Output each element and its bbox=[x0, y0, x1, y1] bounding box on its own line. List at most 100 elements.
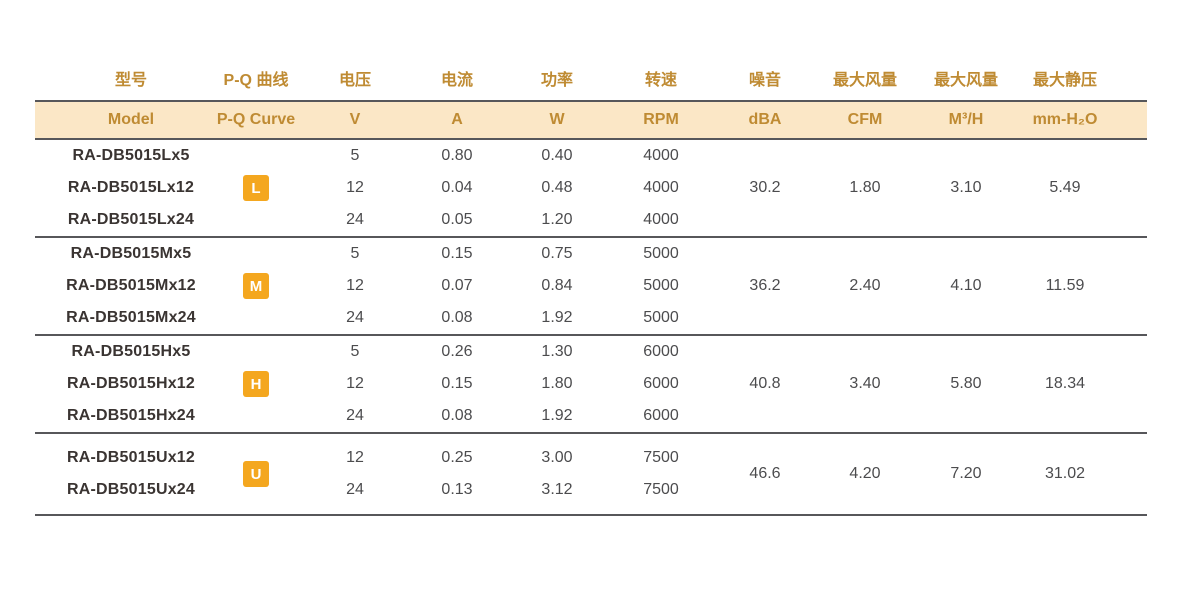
cell-current: 0.08 bbox=[441, 407, 473, 424]
cell-current: 0.15 bbox=[441, 375, 473, 392]
cell-noise-dba: 40.8 bbox=[749, 375, 781, 392]
cell-rpm: 4000 bbox=[643, 211, 679, 228]
model-name: RA-DB5015Lx24 bbox=[67, 211, 195, 228]
model-name: RA-DB5015Hx12 bbox=[67, 375, 195, 392]
pq-curve-badge: H bbox=[243, 371, 269, 397]
cell-current: 0.15 bbox=[441, 245, 473, 262]
cell-rpm: 6000 bbox=[643, 375, 679, 392]
cell-current: 0.07 bbox=[441, 277, 473, 294]
cell-rpm: 7500 bbox=[643, 449, 679, 466]
cell-power: 1.30 bbox=[541, 343, 573, 360]
cell-max-static-pressure: 18.34 bbox=[1044, 375, 1086, 392]
model-name: RA-DB5015Lx12 bbox=[67, 179, 195, 196]
cell-voltage: 12 bbox=[346, 375, 364, 392]
header-row-cn: 型号 P-Q 曲线 电压 电流 功率 转速 噪音 最大风量 最大风量 最大静压 bbox=[35, 56, 1147, 100]
model-name: RA-DB5015Mx24 bbox=[66, 309, 196, 326]
cell-noise-dba: 36.2 bbox=[749, 277, 781, 294]
model-group-U: RA-DB5015Ux12 12 0.25 3.00 7500 RA-DB501… bbox=[35, 434, 1147, 516]
cell-current: 0.25 bbox=[441, 449, 473, 466]
cell-current: 0.80 bbox=[441, 147, 473, 164]
header-model: Model bbox=[107, 111, 155, 128]
model-name: RA-DB5015Lx5 bbox=[72, 147, 190, 164]
cell-max-airflow-cfm: 4.20 bbox=[849, 465, 881, 482]
cell-power: 1.80 bbox=[541, 375, 573, 392]
cell-max-airflow-m3h: 4.10 bbox=[950, 277, 982, 294]
header-pq-curve-cn: P-Q 曲线 bbox=[223, 72, 289, 89]
cell-power: 0.84 bbox=[541, 277, 573, 294]
cell-rpm: 7500 bbox=[643, 481, 679, 498]
model-name: RA-DB5015Mx12 bbox=[66, 277, 196, 294]
model-name: RA-DB5015Ux12 bbox=[67, 449, 195, 466]
header-airflow-m3h-unit: M³/H bbox=[948, 111, 984, 128]
cell-power: 3.00 bbox=[541, 449, 573, 466]
cell-max-airflow-cfm: 2.40 bbox=[849, 277, 881, 294]
cell-power: 1.92 bbox=[541, 309, 573, 326]
header-speed-cn: 转速 bbox=[644, 72, 677, 89]
cell-power: 1.20 bbox=[541, 211, 573, 228]
header-model-cn: 型号 bbox=[114, 72, 147, 89]
header-noise-cn: 噪音 bbox=[748, 72, 781, 89]
fan-spec-table: 型号 P-Q 曲线 电压 电流 功率 转速 噪音 最大风量 最大风量 最大静压 … bbox=[35, 56, 1147, 516]
cell-voltage: 12 bbox=[346, 179, 364, 196]
cell-power: 0.75 bbox=[541, 245, 573, 262]
header-static-pressure-unit: mm-H₂O bbox=[1032, 111, 1098, 128]
pq-curve-badge: U bbox=[243, 461, 269, 487]
model-name: RA-DB5015Hx5 bbox=[71, 343, 191, 360]
model-name: RA-DB5015Ux24 bbox=[67, 481, 195, 498]
model-group-M: RA-DB5015Mx5 5 0.15 0.75 5000 RA-DB5015M… bbox=[35, 238, 1147, 336]
cell-max-airflow-m3h: 7.20 bbox=[950, 465, 982, 482]
cell-power: 1.92 bbox=[541, 407, 573, 424]
cell-voltage: 5 bbox=[350, 343, 360, 360]
header-max-static-pressure-cn: 最大静压 bbox=[1033, 72, 1098, 89]
cell-noise-dba: 46.6 bbox=[749, 465, 781, 482]
cell-max-static-pressure: 31.02 bbox=[1044, 465, 1086, 482]
cell-voltage: 24 bbox=[346, 407, 364, 424]
header-voltage-unit: V bbox=[349, 111, 361, 128]
model-group-L: RA-DB5015Lx5 5 0.80 0.40 4000 RA-DB5015L… bbox=[35, 140, 1147, 238]
header-current-cn: 电流 bbox=[440, 72, 473, 89]
cell-rpm: 5000 bbox=[643, 277, 679, 294]
cell-voltage: 24 bbox=[346, 211, 364, 228]
cell-rpm: 6000 bbox=[643, 343, 679, 360]
pq-curve-badge: L bbox=[243, 175, 269, 201]
model-name: RA-DB5015Hx24 bbox=[67, 407, 195, 424]
cell-current: 0.08 bbox=[441, 309, 473, 326]
cell-rpm: 5000 bbox=[643, 245, 679, 262]
header-noise-unit: dBA bbox=[748, 111, 782, 128]
cell-max-airflow-cfm: 1.80 bbox=[849, 179, 881, 196]
cell-voltage: 12 bbox=[346, 449, 364, 466]
header-max-airflow-m3h-cn: 最大风量 bbox=[933, 72, 998, 89]
cell-power: 3.12 bbox=[541, 481, 573, 498]
cell-voltage: 12 bbox=[346, 277, 364, 294]
model-name: RA-DB5015Mx5 bbox=[70, 245, 192, 262]
header-row-units: Model P-Q Curve V A W RPM dBA CFM M³/H m… bbox=[35, 100, 1147, 140]
cell-max-airflow-m3h: 5.80 bbox=[950, 375, 982, 392]
header-airflow-cfm-unit: CFM bbox=[847, 111, 883, 128]
pq-curve-badge: M bbox=[243, 273, 269, 299]
cell-rpm: 5000 bbox=[643, 309, 679, 326]
cell-max-airflow-cfm: 3.40 bbox=[849, 375, 881, 392]
cell-current: 0.13 bbox=[441, 481, 473, 498]
cell-voltage: 5 bbox=[350, 245, 360, 262]
spec-sheet: 型号 P-Q 曲线 电压 电流 功率 转速 噪音 最大风量 最大风量 最大静压 … bbox=[35, 56, 1147, 516]
header-voltage-cn: 电压 bbox=[338, 72, 371, 89]
cell-max-static-pressure: 11.59 bbox=[1045, 277, 1085, 294]
cell-voltage: 24 bbox=[346, 481, 364, 498]
cell-max-airflow-m3h: 3.10 bbox=[950, 179, 982, 196]
model-group-H: RA-DB5015Hx5 5 0.26 1.30 6000 RA-DB5015H… bbox=[35, 336, 1147, 434]
cell-power: 0.48 bbox=[541, 179, 573, 196]
cell-rpm: 4000 bbox=[643, 147, 679, 164]
cell-current: 0.04 bbox=[441, 179, 473, 196]
cell-voltage: 24 bbox=[346, 309, 364, 326]
header-current-unit: A bbox=[451, 111, 463, 128]
cell-rpm: 6000 bbox=[643, 407, 679, 424]
cell-voltage: 5 bbox=[350, 147, 360, 164]
header-power-unit: W bbox=[549, 111, 565, 128]
header-power-cn: 功率 bbox=[540, 72, 573, 89]
cell-max-static-pressure: 5.49 bbox=[1049, 179, 1081, 196]
cell-current: 0.05 bbox=[441, 211, 473, 228]
header-pq-curve: P-Q Curve bbox=[216, 111, 296, 128]
header-max-airflow-cfm-cn: 最大风量 bbox=[833, 72, 898, 89]
cell-current: 0.26 bbox=[441, 343, 473, 360]
cell-rpm: 4000 bbox=[643, 179, 679, 196]
